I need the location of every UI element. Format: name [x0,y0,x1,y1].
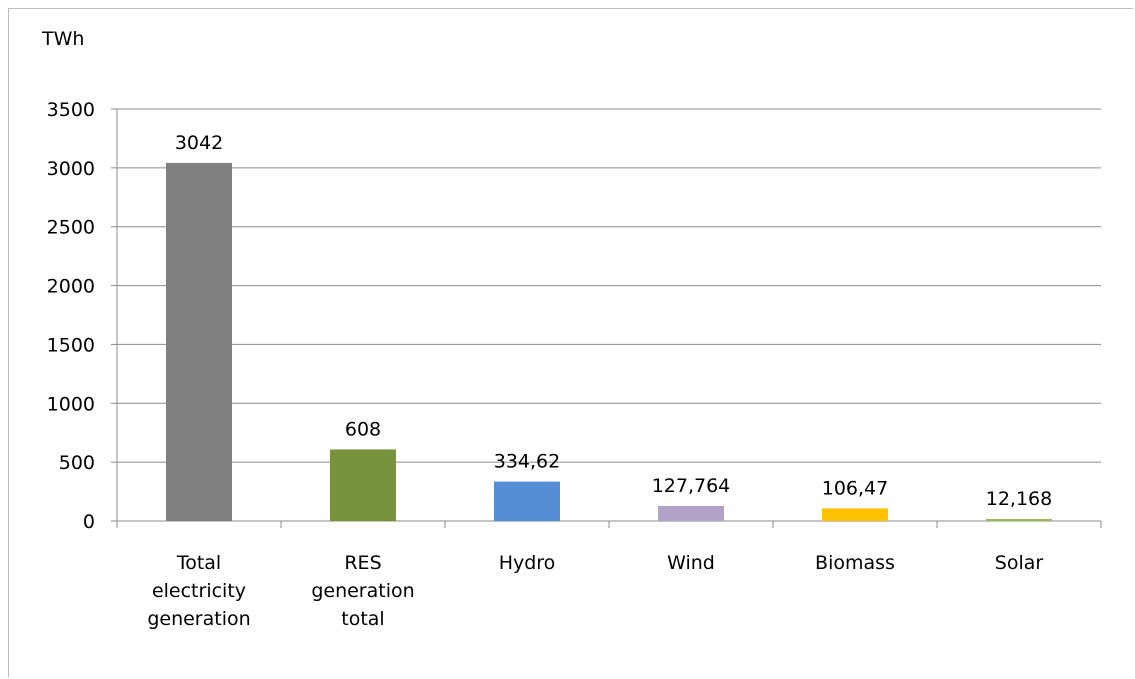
bar [986,519,1052,521]
x-category-label: Solar [995,552,1044,574]
bar [330,449,396,521]
bar [494,481,560,521]
y-tick-label: 3000 [47,158,95,180]
y-tick-label: 3500 [47,99,95,121]
y-tick-label: 1500 [47,334,95,356]
data-label: 12,168 [986,488,1052,510]
x-category-label: RES generation total [311,552,414,630]
y-tick-label: 2000 [47,276,95,298]
labels: 0 500 1000 1500 2000 2500 3000 3500 3042 Total ele… [47,99,1053,630]
data-label: 3042 [175,132,223,154]
data-label: 608 [345,418,381,440]
gridlines [117,108,1101,463]
bar [822,508,888,521]
y-tick-label: 2500 [47,217,95,239]
x-category-label: Biomass [815,552,895,574]
data-label: 127,764 [652,475,731,497]
x-category-label: Total electricity generation [147,552,250,630]
y-tick-label: 0 [83,511,95,533]
data-label: 106,47 [822,477,888,499]
bar [658,505,724,521]
chart-frame [8,8,1133,677]
x-category-label: Wind [667,552,715,574]
axes [111,108,1102,528]
data-label: 334,62 [494,451,560,473]
y-axis-unit-label: TWh [41,28,84,50]
y-tick-label: 500 [59,452,95,474]
x-category-label: Hydro [499,552,556,574]
bar [166,162,232,521]
y-tick-label: 1000 [47,393,95,415]
bars [166,162,1052,521]
